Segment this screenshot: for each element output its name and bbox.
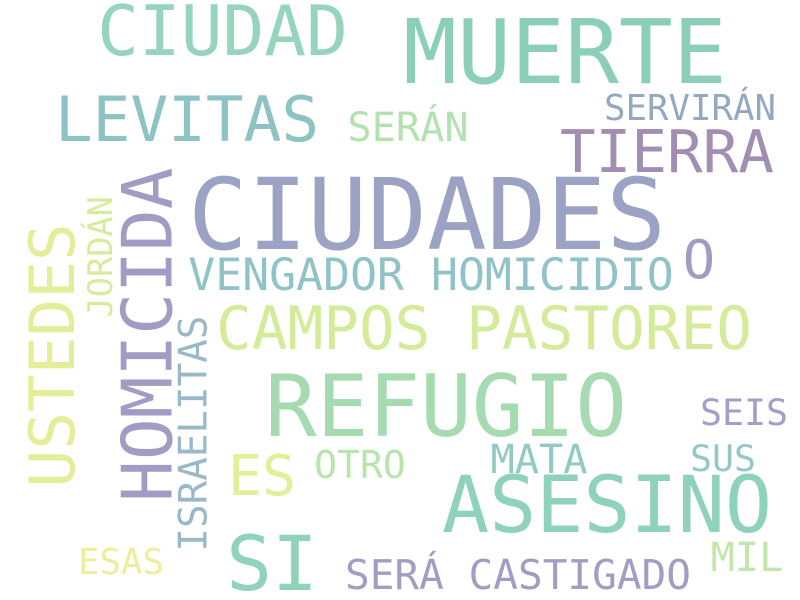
word-refugio: REFUGIO — [265, 357, 627, 458]
word-campos-pastoreo: CAMPOS PASTOREO — [216, 294, 752, 364]
word-mil: MIL — [710, 533, 784, 581]
word-ustedes: USTEDES — [15, 222, 89, 488]
word-asesino: ASESINO — [442, 459, 772, 551]
word-muerte: MUERTE — [403, 1, 727, 106]
word-es: ES — [228, 443, 296, 509]
word-mata: MATA — [490, 435, 588, 483]
word-esas: ESAS — [78, 542, 164, 584]
word-otro: OTRO — [314, 442, 406, 487]
word-sera-castigado: SERÁ CASTIGADO — [345, 551, 691, 600]
word-si: SI — [226, 518, 318, 600]
word-vengador-homicidio: VENGADOR HOMICIDIO — [188, 247, 674, 301]
word-ciudad: CIUDAD — [97, 0, 348, 73]
word-ciudades: CIUDADES — [188, 158, 666, 274]
word-sus: SUS — [690, 436, 756, 480]
word-seis: SEIS — [700, 390, 788, 434]
word-serviran: SERVIRÁN — [604, 88, 776, 130]
word-levitas: LEVITAS — [54, 82, 320, 156]
word-o: O — [682, 228, 716, 292]
word-seran: SERÁN — [347, 103, 469, 151]
word-tierra: TIERRA — [560, 117, 774, 187]
word-israelitas: ISRAELITAS — [171, 316, 217, 552]
word-jordan: JORDÁN — [81, 196, 121, 318]
